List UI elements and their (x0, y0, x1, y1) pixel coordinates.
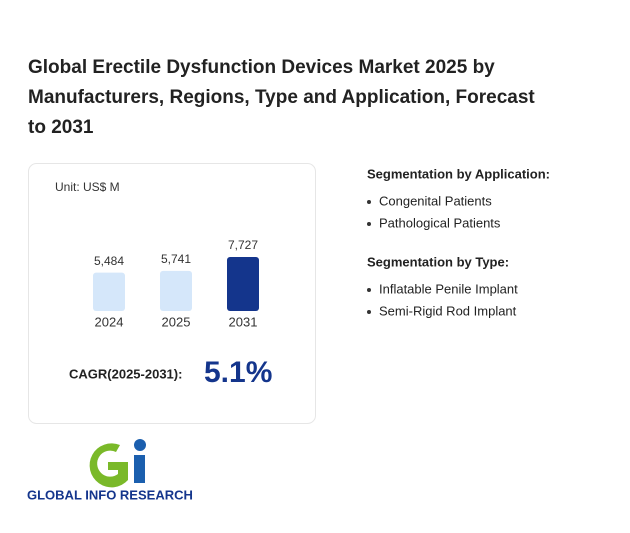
x-tick-label: 2025 (162, 314, 191, 329)
segment-title: Segmentation by Application: (367, 166, 550, 181)
title-line: Global Erectile Dysfunction Devices Mark… (28, 57, 495, 78)
segment-item: Inflatable Penile Implant (379, 281, 518, 296)
title-line: to 2031 (28, 117, 94, 138)
logo-g (89, 443, 128, 488)
segment-item: Pathological Patients (379, 215, 501, 230)
bar (93, 272, 125, 311)
logo: GLOBAL INFO RESEARCH (27, 439, 193, 502)
x-tick-label: 2031 (229, 314, 258, 329)
segment-item: Congenital Patients (379, 193, 492, 208)
bar (160, 270, 192, 311)
bullet (367, 288, 371, 292)
segment-title: Segmentation by Type: (367, 254, 509, 269)
bullet (367, 222, 371, 226)
bar (227, 257, 259, 311)
logo-text: GLOBAL INFO RESEARCH (27, 487, 193, 502)
unit-label: Unit: US$ M (55, 180, 120, 194)
cagr-label: CAGR(2025-2031): (69, 366, 182, 381)
bullet (367, 200, 371, 204)
title-line: Manufacturers, Regions, Type and Applica… (28, 87, 535, 108)
value-label: 5,484 (94, 254, 124, 268)
value-label: 7,727 (228, 238, 258, 252)
bullet (367, 310, 371, 314)
value-label: 5,741 (161, 252, 191, 266)
segment-item: Semi-Rigid Rod Implant (379, 303, 517, 318)
cagr-value: 5.1% (204, 356, 272, 389)
logo-dot (134, 439, 146, 451)
logo-i (134, 455, 145, 483)
x-tick-label: 2024 (95, 314, 124, 329)
